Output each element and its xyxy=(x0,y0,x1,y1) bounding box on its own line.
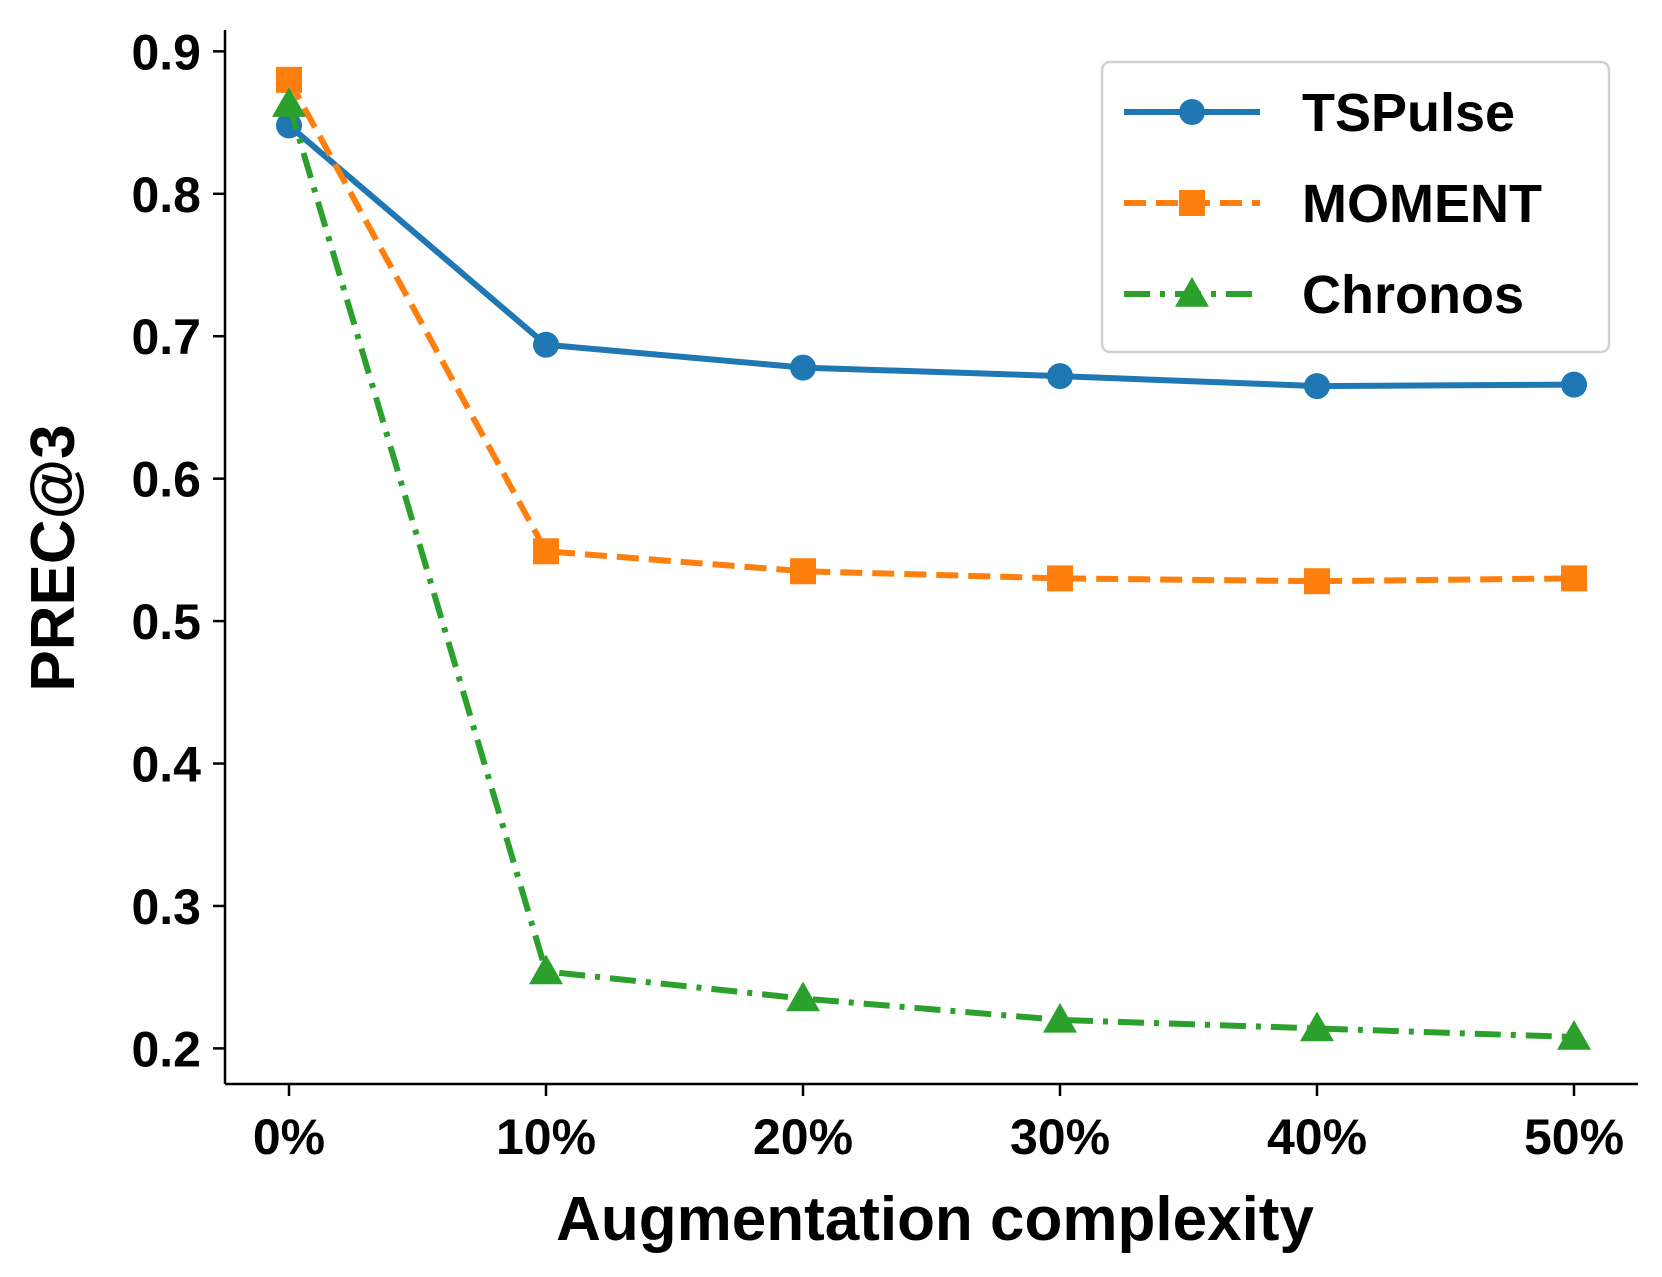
data-point-chronos xyxy=(1043,1002,1077,1033)
data-point-chronos xyxy=(786,981,820,1012)
legend-entry-chronos: Chronos xyxy=(1124,265,1524,325)
axes: 0.2 0.3 0.4 0.5 0.6 0.7 0.8 0.9 0% 10% 20% 30% 40% 50… xyxy=(131,24,1638,1165)
data-point-chronos xyxy=(1557,1019,1591,1050)
data-point-tspulse xyxy=(790,354,816,381)
series-chronos xyxy=(272,87,1591,1050)
y-tick-label: 0.2 xyxy=(131,1021,201,1077)
x-tick-label: 50% xyxy=(1524,1109,1624,1165)
y-tick-label: 0.4 xyxy=(131,737,201,793)
data-point-tspulse xyxy=(533,331,559,358)
legend: TSPulse MOMENT Chronos xyxy=(1100,60,1611,354)
data-point-tspulse xyxy=(1561,371,1587,398)
y-tick-label: 0.8 xyxy=(131,167,201,223)
data-point-moment xyxy=(533,538,559,565)
series-line-moment xyxy=(286,78,1575,585)
y-tick-label: 0.6 xyxy=(131,452,201,508)
data-point-tspulse xyxy=(1304,373,1330,400)
data-point-chronos xyxy=(1300,1011,1334,1042)
series-line-chronos xyxy=(286,103,1575,1040)
x-tick-label: 30% xyxy=(1010,1109,1110,1165)
data-point-chronos xyxy=(272,87,306,117)
legend-marker-tspulse xyxy=(1179,99,1205,125)
y-tick-label: 0.3 xyxy=(131,879,201,935)
legend-label-moment: MOMENT xyxy=(1302,174,1542,234)
series-moment xyxy=(276,66,1587,595)
x-tick-label: 0% xyxy=(253,1109,325,1165)
x-axis-title: Augmentation complexity xyxy=(556,1185,1314,1254)
series-tspulse xyxy=(276,112,1587,400)
legend-entry-tspulse: TSPulse xyxy=(1124,83,1515,143)
x-tick-label: 10% xyxy=(496,1109,596,1165)
y-tick-label: 0.7 xyxy=(131,309,201,365)
y-tick-label: 0.9 xyxy=(131,24,201,80)
data-point-moment xyxy=(790,558,816,585)
legend-box xyxy=(1100,60,1611,354)
x-tick-label: 40% xyxy=(1267,1109,1367,1165)
data-point-chronos xyxy=(529,954,563,985)
series-layer xyxy=(272,66,1591,1050)
y-axis-title: PREC@3 xyxy=(19,424,88,691)
data-point-tspulse xyxy=(1047,363,1073,390)
series-line-tspulse xyxy=(287,123,1575,390)
legend-label-chronos: Chronos xyxy=(1302,265,1524,325)
data-point-moment xyxy=(1047,565,1073,592)
legend-entry-moment: MOMENT xyxy=(1124,174,1542,234)
y-tick-label: 0.5 xyxy=(131,594,201,650)
legend-marker-moment xyxy=(1179,190,1205,216)
legend-label-tspulse: TSPulse xyxy=(1302,83,1515,143)
legend-marker-chronos xyxy=(1175,277,1209,307)
data-point-moment xyxy=(1304,568,1330,595)
x-tick-label: 20% xyxy=(753,1109,853,1165)
data-point-moment xyxy=(1561,565,1587,592)
